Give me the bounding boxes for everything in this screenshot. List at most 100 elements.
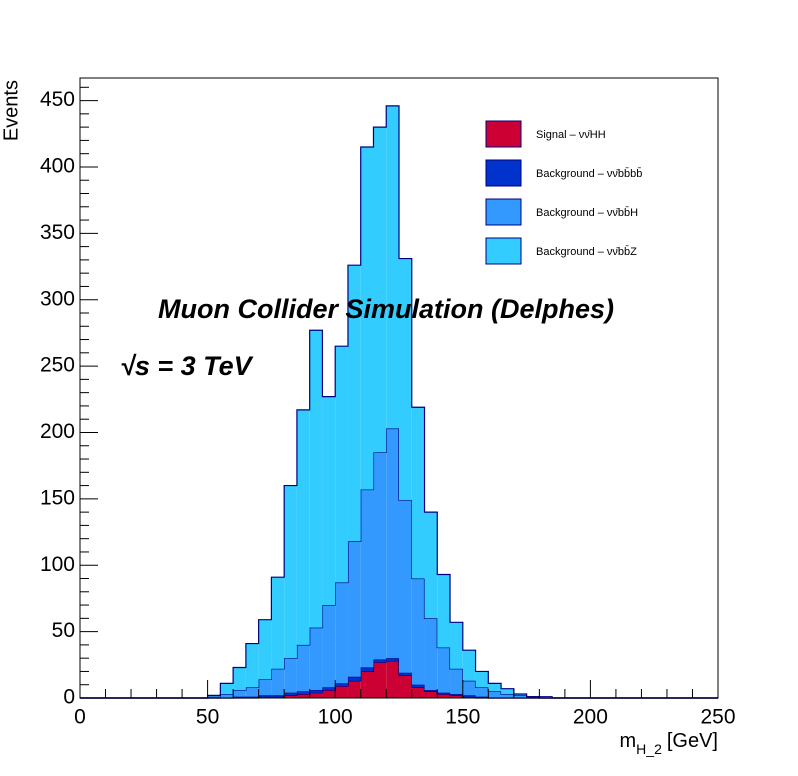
bar [399,675,412,698]
plot-area [80,105,718,699]
bar [386,658,399,661]
bar [513,695,527,698]
y-tick-label: 0 [63,686,75,709]
legend-label: Background – νν̄bb̄Z [536,245,637,258]
bar [245,696,259,698]
bar [373,452,387,660]
y-tick-label: 50 [52,619,75,642]
bar [424,690,438,692]
x-axis-title-unit: [GeV] [667,730,718,752]
bar [233,690,246,697]
bar [271,695,285,697]
frame [79,77,719,699]
legend-label: Background – νν̄bb̄H [536,206,638,219]
bar [450,695,463,698]
bar [271,696,285,698]
x-tick-label: 250 [700,706,735,729]
bar [373,127,387,453]
bar [335,346,348,583]
bar [309,330,323,628]
bar [513,694,527,696]
bar [360,667,374,672]
bar [488,683,502,692]
bar [386,660,399,698]
legend-swatch [485,120,522,148]
bar [437,694,451,698]
bar [411,578,425,685]
bar [462,695,476,697]
bar [475,671,489,688]
bar [233,696,246,698]
annotation: Muon Collider Simulation (Delphes) [158,294,614,324]
bar [309,690,323,693]
bar [233,667,246,691]
bar [322,605,336,688]
bar [347,265,361,542]
annotation: √s = 3 TeV [120,351,254,381]
bar [284,658,297,693]
bar [488,691,502,698]
bar [284,692,297,696]
bar [360,671,374,698]
bar [501,688,514,695]
legend-label: Signal – νν̄HH [536,129,606,141]
bar [424,691,438,698]
bar [462,696,476,698]
legend-label: Background – νν̄bb̄bb̄ [536,167,642,180]
bar [411,684,425,688]
y-tick-label: 400 [40,154,75,177]
x-axis-title-main: m [620,730,637,752]
bar [437,692,451,695]
bar [411,407,425,579]
x-tick-label: 200 [573,706,608,729]
x-axis-title: mH_2 [GeV] [620,730,719,756]
y-tick-label: 300 [40,287,75,310]
y-axis-title: Events [0,80,22,141]
bar [450,668,463,695]
bar [462,680,476,696]
bar [245,643,259,688]
legend-swatch [485,159,522,187]
legend-swatch [485,237,522,265]
bar [296,691,310,695]
bar [501,694,514,698]
x-tick-label: 150 [445,706,480,729]
bar [258,696,272,698]
bar [322,687,336,691]
bar [475,696,489,698]
bar [347,680,361,698]
y-tick-label: 450 [40,88,75,111]
bar [399,500,412,673]
bar [424,512,438,619]
bar [207,696,221,698]
bar [322,690,336,698]
bar [220,694,234,698]
bar [284,695,297,698]
bar [296,694,310,698]
bar [526,696,540,698]
y-tick-label: 250 [40,354,75,377]
bar [373,662,387,698]
bar [220,683,234,695]
x-axis-title-sub: H_2 [636,741,662,757]
bar [411,687,425,698]
bar [296,644,310,692]
x-tick-label: 0 [74,706,86,729]
bar [335,683,348,687]
bar [437,647,451,693]
bar [424,618,438,691]
y-tick-label: 200 [40,420,75,443]
x-tick-label: 50 [196,706,219,729]
bar [207,695,221,697]
legend-swatch [485,198,522,226]
bar [347,541,361,677]
y-tick-label: 350 [40,221,75,244]
bar [309,627,323,691]
bar [309,692,323,698]
bar [399,672,412,676]
bar [386,105,399,429]
bar [539,696,553,698]
x-tick-label: 100 [318,706,353,729]
